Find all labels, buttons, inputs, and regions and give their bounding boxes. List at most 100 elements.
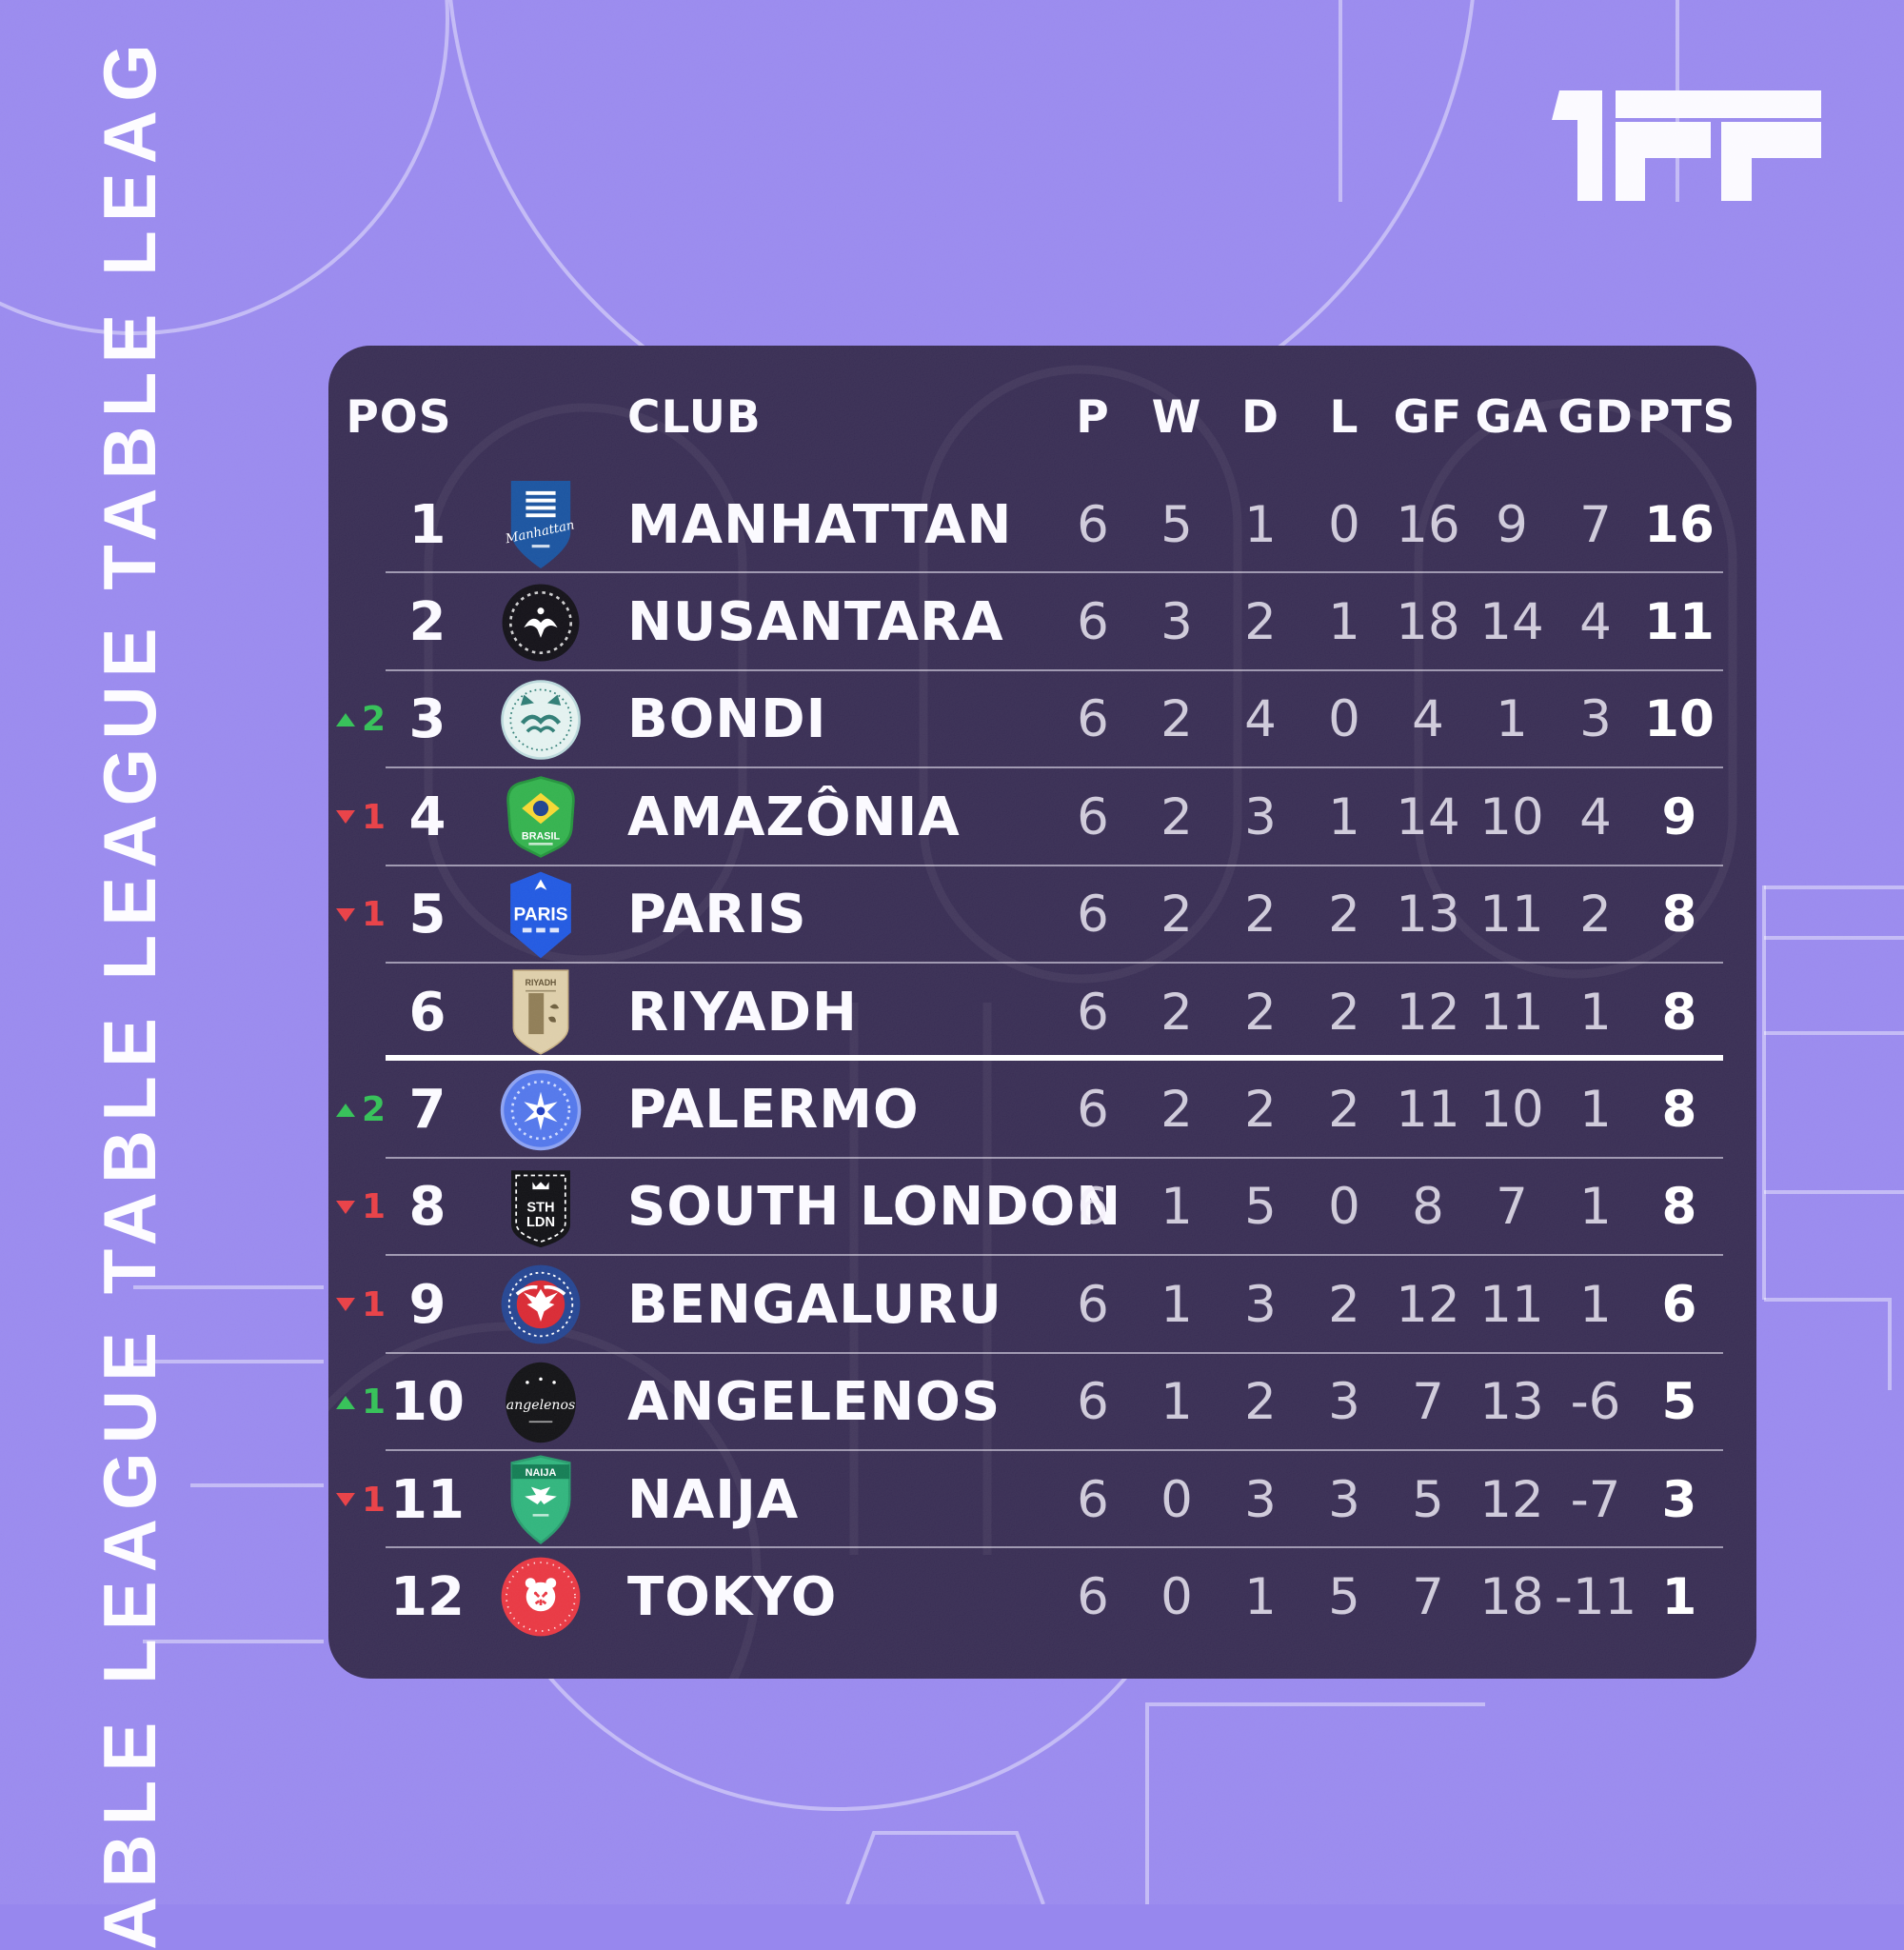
logo-letter-f2 (1721, 122, 1821, 201)
stat-goals-against: 13 (1479, 1373, 1544, 1432)
logo-text-line2: LDN (526, 1215, 555, 1230)
logo-digit-1 (1552, 90, 1602, 201)
stat-wins: 5 (1160, 495, 1193, 554)
table-row-nusantara: 2 NUSANTARA 6 3 2 1 18 14 4 11 (328, 573, 1756, 672)
stat-played: 6 (1077, 1567, 1109, 1626)
stat-draws: 2 (1244, 983, 1277, 1042)
arrow-down-icon (335, 1200, 355, 1214)
movement-value: 1 (361, 797, 386, 837)
club-name: TOKYO (627, 1565, 838, 1628)
stat-goal-diff: 2 (1579, 885, 1612, 945)
position-cell: 1 8 (328, 1176, 469, 1238)
stat-wins: 2 (1160, 983, 1193, 1042)
stat-points: 11 (1644, 593, 1715, 652)
stat-goal-diff: 1 (1579, 983, 1612, 1042)
club-logo-cell (469, 1554, 612, 1640)
arrow-up-icon (335, 712, 355, 726)
stat-goals-for: 14 (1396, 787, 1460, 846)
stat-points: 5 (1661, 1373, 1697, 1432)
stat-goal-diff: 7 (1579, 495, 1612, 554)
header-draws: D (1240, 391, 1279, 444)
club-logo-cell: PARIS (469, 870, 612, 960)
stat-goal-diff: -11 (1554, 1567, 1637, 1626)
club-logo-cell: RIYADH (469, 967, 612, 1057)
club-name: NUSANTARA (627, 591, 1004, 654)
stat-losses: 3 (1328, 1470, 1360, 1529)
position-cell: 1 4 (328, 786, 469, 848)
header-goals-for: GF (1393, 391, 1463, 444)
stat-points: 9 (1661, 787, 1697, 846)
position-number: 5 (408, 884, 446, 946)
stat-wins: 1 (1160, 1178, 1193, 1237)
stat-goals-against: 10 (1479, 787, 1544, 846)
position-cell: 1 10 (328, 1371, 469, 1433)
header-goals-against: GA (1475, 391, 1549, 444)
stat-draws: 2 (1244, 1373, 1277, 1432)
position-cell: 2 7 (328, 1079, 469, 1141)
club-name: PARIS (627, 884, 807, 946)
club-name: BENGALURU (627, 1273, 1002, 1336)
stat-wins: 1 (1160, 1373, 1193, 1432)
logo-letter-f1 (1616, 122, 1711, 201)
movement-value: 2 (361, 1090, 386, 1130)
stat-losses: 1 (1328, 787, 1360, 846)
stat-draws: 4 (1244, 690, 1277, 749)
stat-goal-diff: -6 (1570, 1373, 1621, 1432)
club-logo-cell: BRASIL (469, 774, 612, 860)
stat-draws: 2 (1244, 885, 1277, 945)
side-rail-text: ABLE LEAGUE TABLE LEAGUE TABLE LEAG (88, 35, 171, 1950)
stat-goals-for: 16 (1396, 495, 1460, 554)
logo-text: angelenos (506, 1398, 575, 1413)
club-name: ANGELENOS (627, 1371, 1002, 1434)
stat-losses: 2 (1328, 885, 1360, 945)
stat-goals-for: 5 (1412, 1470, 1444, 1529)
arrow-down-icon (335, 1298, 355, 1312)
stat-goal-diff: -7 (1570, 1470, 1621, 1529)
club-name: RIYADH (627, 981, 858, 1044)
header-played: P (1076, 391, 1110, 444)
stat-wins: 3 (1160, 593, 1193, 652)
stat-goals-against: 14 (1479, 593, 1544, 652)
movement-up-indicator: 2 (328, 700, 386, 739)
stat-points: 10 (1644, 690, 1715, 749)
stat-points: 16 (1644, 495, 1715, 554)
header-losses: L (1329, 391, 1359, 444)
stat-draws: 5 (1244, 1178, 1277, 1237)
stat-points: 8 (1661, 1178, 1697, 1237)
position-number: 6 (408, 981, 446, 1044)
stat-wins: 1 (1160, 1275, 1193, 1334)
position-cell: 6 (328, 982, 469, 1044)
stat-goals-for: 12 (1396, 983, 1460, 1042)
position-number: 9 (408, 1273, 446, 1336)
movement-value: 1 (361, 1480, 386, 1520)
stat-goals-against: 1 (1496, 690, 1528, 749)
stat-wins: 0 (1160, 1567, 1193, 1626)
table-row-angelenos: 1 10 angelenos ANGELENOS 6 1 2 3 7 13 -6… (328, 1354, 1756, 1452)
club-logo-manhattan: Manhattan (504, 481, 576, 569)
club-logo-bengaluru (501, 1264, 581, 1344)
stat-played: 6 (1077, 983, 1109, 1042)
stat-goals-against: 18 (1479, 1567, 1544, 1626)
arrow-down-icon (335, 907, 355, 922)
stat-wins: 2 (1160, 690, 1193, 749)
stat-goals-for: 7 (1412, 1373, 1444, 1432)
club-name: SOUTH LONDON (627, 1176, 1122, 1239)
position-number: 12 (390, 1565, 465, 1628)
stat-goals-against: 7 (1496, 1178, 1528, 1237)
club-logo-nusantara (502, 584, 580, 662)
movement-value: 1 (361, 1383, 386, 1423)
stat-goals-for: 18 (1396, 593, 1460, 652)
logo-text: NAIJA (526, 1467, 557, 1479)
stat-points: 1 (1661, 1567, 1697, 1626)
stat-goals-against: 11 (1479, 983, 1544, 1042)
stat-goals-against: 9 (1496, 495, 1528, 554)
position-number: 2 (408, 591, 446, 654)
stat-draws: 1 (1244, 1567, 1277, 1626)
position-cell: 12 (328, 1566, 469, 1628)
stat-draws: 3 (1244, 787, 1277, 846)
stat-goals-for: 13 (1396, 885, 1460, 945)
table-row-paris: 1 5 PARIS PARIS 6 2 2 2 13 11 2 (328, 866, 1756, 965)
position-number: 7 (408, 1079, 446, 1142)
stat-goals-against: 11 (1479, 1275, 1544, 1334)
position-number: 8 (408, 1176, 446, 1239)
